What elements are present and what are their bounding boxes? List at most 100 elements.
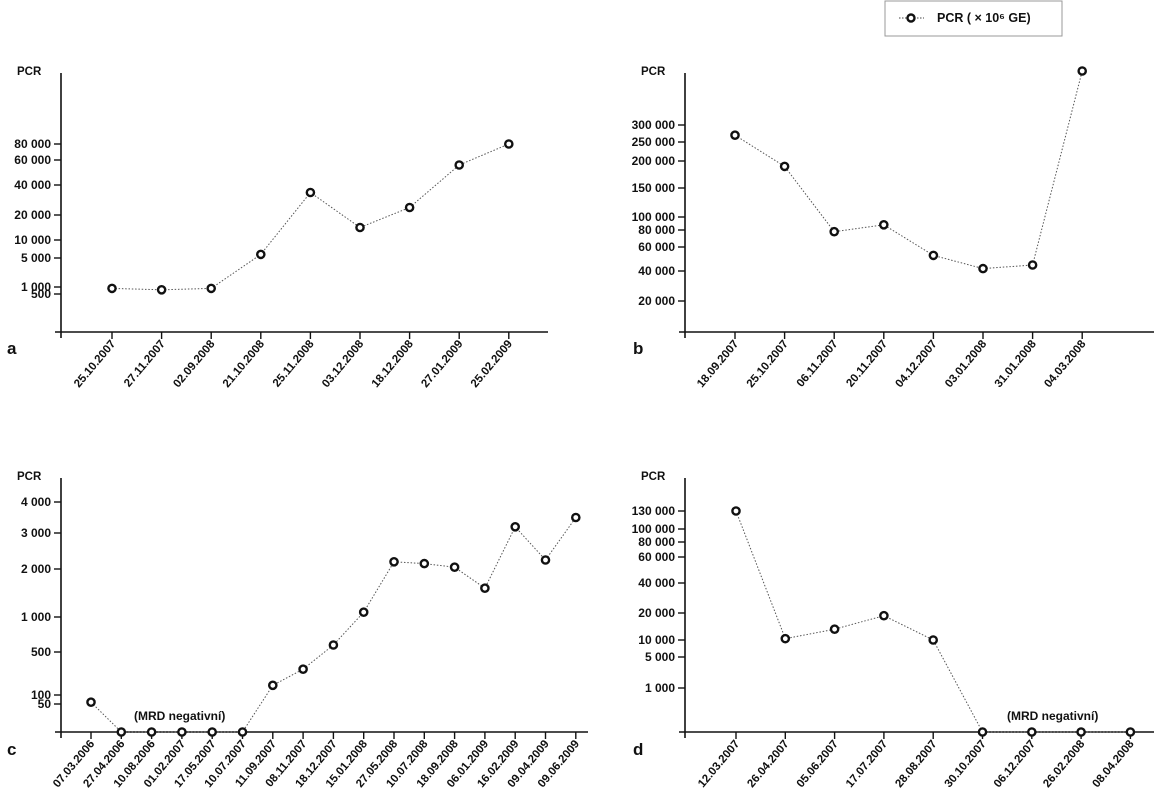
panel-a-x-tick-label: 03.12.2008	[320, 338, 367, 390]
panel-b-data-point	[1027, 260, 1038, 270]
panel-c-series-line	[90, 517, 577, 733]
panel-a-data-point	[355, 222, 365, 233]
panel-d-y-tick-label: 5 000	[645, 650, 675, 664]
panel-b-y-tick-label: 20 000	[638, 294, 675, 308]
panel-b-x-tick-label: 04.12.2007	[894, 338, 940, 390]
panel-b-letter: b	[633, 339, 643, 358]
panel-c-data-point	[146, 727, 157, 737]
panel-d-data-point	[1125, 727, 1136, 737]
panel-c-data-point	[389, 557, 399, 567]
panel-c-data-point	[298, 664, 308, 675]
panel-d-x-tick-label: 28.08.2007	[893, 738, 939, 790]
panel-c-data-point	[480, 583, 490, 594]
panel-a-data-point	[454, 160, 465, 170]
panel-c-y-tick-label: 3 000	[21, 526, 51, 540]
panel-a-x-tick-label: 25.11.2008	[271, 338, 317, 390]
panel-b-data-point	[928, 250, 939, 261]
panel-a-y-tick-label: 5 000	[21, 251, 51, 265]
panel-c-data-point	[207, 727, 217, 737]
panel-c-data-point	[358, 607, 369, 618]
panel-d-x-tick-label: 26.02.2008	[1041, 738, 1088, 790]
panel-b-data-point	[730, 130, 740, 140]
panel-b-data-point	[1077, 66, 1087, 76]
open-circle-marker-icon	[906, 13, 916, 23]
panel-a-y-tick-label: 500	[31, 287, 51, 301]
panel-d-x-tick-label: 17.07.2007	[844, 738, 890, 790]
panel-c-y-tick-label: 2 000	[21, 562, 51, 576]
panel-a-y-title: PCR	[17, 66, 42, 78]
panel-a-y-tick-label: 20 000	[14, 208, 51, 222]
panel-a-y-tick-label: 1 000	[21, 280, 51, 294]
panel-b-x-tick-label: 18.09.2007	[695, 338, 741, 390]
panel-a-x-tick-label: 27.11.2007	[122, 338, 168, 389]
panel-a-y-tick-label: 80 000	[14, 137, 51, 151]
panel-b-y-tick-label: 80 000	[638, 223, 675, 237]
panel-b-y-tick-label: 300 000	[632, 118, 676, 132]
panel-c-data-point	[419, 558, 430, 569]
panel-d-x-tick-label: 12.03.2007	[696, 738, 742, 790]
panel-b-y-tick-label: 100 000	[632, 210, 676, 224]
panel-b-y-tick-label: 60 000	[638, 240, 675, 254]
panel-a-x-tick-label: 18.12.2008	[370, 338, 417, 390]
panel-b-data-point	[779, 161, 790, 172]
panel-d-y-tick-label: 60 000	[638, 550, 675, 564]
panel-d-data-point	[879, 610, 889, 621]
panel-d-y-tick-label: 20 000	[638, 606, 675, 620]
panel-b-y-tick-label: 200 000	[632, 154, 676, 168]
panel-b-data-point	[829, 226, 840, 237]
panel-d-series-line	[735, 510, 1131, 733]
panel-c-data-point	[540, 555, 551, 565]
panel-d-data-point	[1076, 727, 1086, 737]
panel-d-y-tick-label: 10 000	[638, 633, 675, 647]
panel-c-data-point	[571, 512, 581, 523]
panel-d-y-tick-label: 80 000	[638, 535, 675, 549]
panel-b-x-tick-label: 25.10.2007	[745, 338, 791, 390]
panel-a-x-tick-label: 25.02.2009	[469, 338, 515, 390]
panel-d-data-point	[1027, 727, 1037, 737]
panel-a-y-tick-label: 60 000	[14, 153, 51, 167]
panel-c-data-point	[510, 522, 521, 532]
panel-a-letter: a	[7, 339, 17, 358]
panel-d-data-point	[780, 633, 791, 644]
panel-d-x-tick-label: 05.06.2007	[795, 738, 841, 790]
panel-b-y-title: PCR	[641, 66, 666, 78]
panel-b-y-tick-label: 250 000	[632, 135, 676, 149]
panel-b-y-tick-label: 150 000	[632, 181, 676, 195]
panel-d-annotation: (MRD negativní)	[1007, 709, 1098, 723]
panel-a-x-tick-label: 25.10.2007	[72, 338, 118, 390]
panel-c-data-point	[237, 727, 248, 737]
panel-d: PCR d 1 000 5 000 10 000 20 000 40 000 60 00080…	[632, 471, 1154, 790]
panel-a-data-point	[305, 187, 316, 198]
panel-b-data-point	[978, 263, 988, 274]
panel-d-y-tick-label: 40 000	[638, 576, 675, 590]
panel-d-x-tick-label: 30.10.2007	[943, 738, 989, 790]
panel-b-x-tick-label: 20.11.2007	[844, 338, 890, 389]
panel-d-data-point	[731, 506, 741, 516]
panel-c-y-tick-label: 4 000	[21, 495, 51, 509]
panel-b-y-tick-label: 40 000	[638, 264, 675, 278]
panel-a-x-tick-label: 02.09.2008	[171, 338, 218, 390]
panel-c-data-point	[449, 562, 460, 573]
panel-a-data-point	[404, 202, 415, 213]
panel-d-y-tick-label: 130 000	[632, 504, 676, 518]
panel-c-data-point	[267, 680, 278, 691]
panel-c-annotation: (MRD negativní)	[134, 709, 225, 723]
panel-a-data-point	[206, 283, 216, 294]
panel-b-x-tick-label: 04.03.2008	[1042, 338, 1089, 390]
panel-d-x-tick-label: 08.04.2008	[1091, 738, 1138, 790]
panel-a-data-point	[255, 249, 266, 260]
panel-a-y-tick-label: 10 000	[14, 233, 51, 247]
panel-a-x-tick-label: 21.10.2008	[221, 338, 268, 390]
panel-c-data-point	[116, 727, 127, 737]
panel-b-data-point	[879, 219, 889, 230]
legend-label: PCR ( × 10⁶ GE)	[937, 11, 1031, 25]
panel-c-y-tick-label: 1 000	[21, 610, 51, 624]
panel-c-data-point	[328, 640, 339, 650]
panel-b-x-tick-label: 06.11.2007	[795, 338, 841, 389]
panel-d-x-tick-label: 06.12.2007	[992, 738, 1038, 790]
panel-d-y-tick-label: 1 000	[645, 681, 675, 695]
panel-d-letter: d	[633, 740, 643, 759]
